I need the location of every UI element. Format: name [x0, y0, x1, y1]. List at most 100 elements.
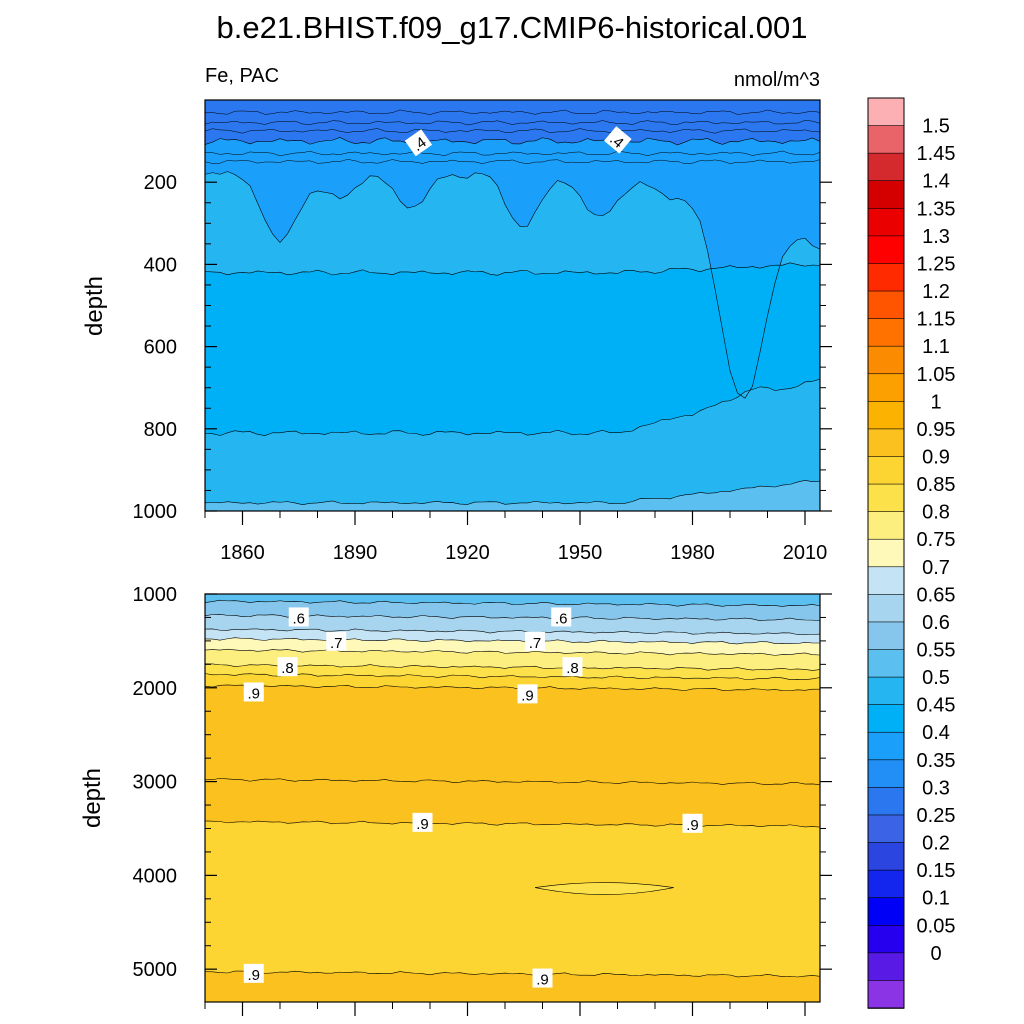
contour-label-text: .8: [281, 660, 294, 677]
y-tick-label: 2000: [133, 678, 178, 700]
y-tick-label: 3000: [133, 772, 178, 794]
colorbar-swatch: [867, 263, 905, 292]
colorbar-swatch: [867, 649, 905, 678]
contour-label: .4: [404, 129, 433, 157]
colorbar-label: 1.5: [922, 116, 950, 138]
contour-line: [204, 171, 821, 399]
upper-units-label: nmol/m^3: [734, 69, 820, 91]
colorbar-swatch: [867, 180, 905, 210]
colorbar-label: 0.55: [917, 640, 956, 662]
colorbar-label: 0.35: [917, 750, 956, 772]
contour-label: .8: [277, 657, 298, 677]
contour-label: .8: [562, 657, 583, 677]
contour-band: [205, 480, 820, 511]
contour-label-text: .9: [521, 687, 534, 704]
colorbar-swatch: [867, 208, 905, 237]
upper-contour-labels: .4 .4: [404, 126, 632, 157]
colorbar-swatch: [867, 566, 905, 596]
colorbar-label: 0.2: [922, 833, 950, 855]
colorbar-label: 0.6: [922, 612, 950, 634]
colorbar-swatch: [867, 787, 905, 816]
contour-label-text: .6: [555, 610, 568, 627]
contour-line: [204, 378, 821, 436]
colorbar-swatch: [867, 731, 905, 761]
colorbar-swatch: [867, 869, 905, 899]
colorbar-label: 0.5: [922, 667, 950, 689]
contour-label: .9: [243, 682, 264, 702]
contour-line: [204, 637, 821, 645]
colorbar-swatch: [867, 483, 905, 513]
y-tick-label: 4000: [133, 865, 178, 887]
upper-field: [205, 100, 820, 512]
colorbar-swatch: [867, 924, 905, 954]
colorbar-label: 0.75: [917, 529, 956, 551]
colorbar-swatch: [867, 428, 905, 458]
x-tick-label: 1890: [333, 542, 378, 564]
colorbar-label: 0.15: [917, 860, 956, 882]
colorbar-label: 0.9: [922, 446, 950, 468]
colorbar-label: 1.2: [922, 281, 950, 303]
colorbar-swatch: [867, 345, 905, 375]
colorbar-label: 1.3: [922, 226, 950, 248]
contour-line: [204, 109, 821, 115]
contour-line: [204, 648, 821, 656]
contour-label: .9: [412, 812, 433, 833]
colorbar-swatch: [867, 97, 905, 127]
x-tick-label: 1950: [558, 542, 603, 564]
colorbar-label: 1.4: [922, 171, 950, 193]
colorbar-label: 1.1: [922, 336, 950, 358]
x-tick-label: 1860: [220, 542, 265, 564]
contour-line: [204, 684, 821, 691]
x-tick-label: 1920: [445, 542, 490, 564]
contour-line: [204, 150, 821, 157]
colorbar-label: 0.25: [917, 805, 956, 827]
colorbar-label: 1.25: [917, 253, 956, 275]
contour-lens: [534, 882, 674, 895]
colorbar-swatch: [867, 401, 905, 430]
lower-panel: .6 .6 .7 .7 .8 .8 .9 .9 .9 .9 .9 .9 1000 2000 3000 400…: [79, 584, 832, 1016]
colorbar-label: 0.1: [922, 888, 950, 910]
colorbar-label: 0.45: [917, 695, 956, 717]
x-tick-label: 1980: [670, 542, 715, 564]
colorbar-label: 1: [930, 391, 941, 413]
contour-label: .4: [604, 126, 632, 154]
contour-label-text: .9: [247, 967, 260, 984]
contour-line: [204, 599, 821, 607]
contour-band: [205, 820, 820, 1002]
contour-line: [204, 663, 821, 671]
colorbar-label: 0.65: [917, 584, 956, 606]
colorbar-swatch: [867, 952, 905, 982]
upper-y-axis-label: depth: [81, 276, 108, 336]
colorbar-swatch: [867, 676, 905, 706]
lower-y-axis-label: depth: [79, 768, 106, 828]
contour-label-text: .9: [247, 685, 260, 702]
contour-label: .7: [326, 631, 347, 652]
colorbar-swatch: [867, 511, 905, 541]
y-tick-label: 1000: [133, 501, 178, 523]
colorbar-swatch: [867, 152, 905, 182]
y-tick-label: 5000: [133, 959, 178, 981]
y-tick-label: 800: [144, 419, 177, 441]
contour-label-text: .8: [566, 660, 579, 677]
contour-label-text: .7: [330, 635, 343, 652]
upper-left-label: Fe, PAC: [205, 65, 279, 87]
y-tick-label: 200: [144, 172, 177, 194]
y-tick-label: 600: [144, 337, 177, 359]
colorbar-swatch: [867, 621, 905, 651]
colorbar-swatch: [867, 125, 905, 154]
contour-line: [204, 820, 821, 828]
contour-line: [204, 777, 821, 786]
lower-contour-labels: .6 .6 .7 .7 .8 .8 .9 .9 .9 .9 .9 .9: [243, 607, 703, 989]
lower-field: [205, 594, 820, 1002]
colorbar-swatch: [867, 456, 905, 485]
contour-label-text: .6: [292, 610, 305, 627]
colorbar-swatch: [867, 704, 905, 734]
contour-label: .9: [517, 684, 538, 704]
upper-contour-lines: [204, 109, 821, 505]
colorbar-swatch: [867, 842, 905, 871]
x-tick-label: 2010: [783, 542, 828, 564]
y-tick-label: 400: [144, 254, 177, 276]
lower-axis-ticks: 1000 2000 3000 4000 5000: [133, 584, 832, 1016]
contour-line: [204, 128, 821, 134]
